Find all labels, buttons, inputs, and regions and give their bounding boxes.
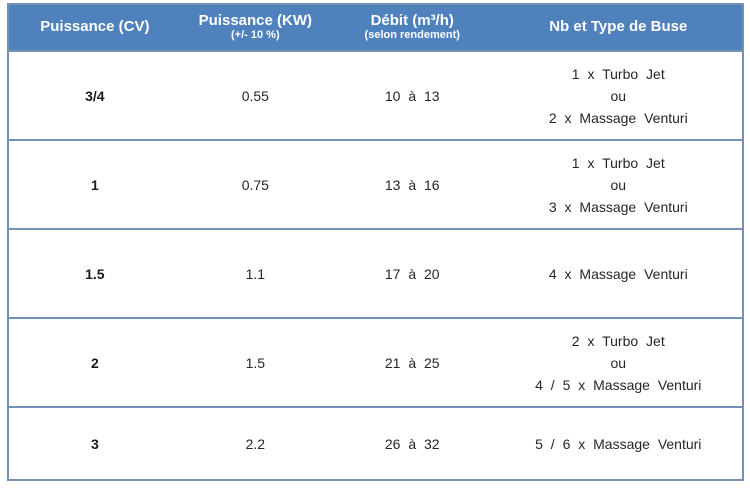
cell-puissance-cv: 3/4 xyxy=(8,50,181,140)
buse-line: 4 x Massage Venturi xyxy=(548,265,688,282)
table-row: 2 1.5 21 à 25 2 x Turbo Jet ou 4 / 5 x Massag… xyxy=(8,317,743,407)
cell-buses: 4 x Massage Venturi xyxy=(494,228,743,318)
buse-line: ou xyxy=(610,87,627,104)
cell-puissance-cv: 2 xyxy=(8,317,181,407)
column-header-nb-type-buse: Nb et Type de Buse xyxy=(494,4,743,52)
column-subtitle: (+/- 10 %) xyxy=(231,29,280,41)
buse-line: 2 x Massage Venturi xyxy=(548,109,688,126)
column-title: Nb et Type de Buse xyxy=(549,18,688,35)
table-row: 1 0.75 13 à 16 1 x Turbo Jet ou 3 x Massage V… xyxy=(8,139,743,229)
cell-puissance-kw: 0.75 xyxy=(180,139,330,229)
cell-debit: 10 à 13 xyxy=(329,50,495,140)
buse-line: 5 / 6 x Massage Venturi xyxy=(535,435,702,452)
cell-debit: 21 à 25 xyxy=(329,317,495,407)
table-row: 3 2.2 26 à 32 5 / 6 x Massage Venturi xyxy=(8,406,743,480)
buse-line: 1 x Turbo Jet xyxy=(571,154,665,171)
cell-puissance-kw: 1.5 xyxy=(180,317,330,407)
pump-spec-table: Puissance (CV) Puissance (KW) (+/- 10 %)… xyxy=(7,3,744,481)
column-title: Puissance (CV) xyxy=(40,18,150,35)
table-row: 3/4 0.55 10 à 13 1 x Turbo Jet ou 2 x Massage… xyxy=(8,50,743,140)
cell-debit: 13 à 16 xyxy=(329,139,495,229)
column-title: Puissance (KW) xyxy=(198,12,312,29)
cell-buses: 1 x Turbo Jet ou 3 x Massage Venturi xyxy=(494,139,743,229)
cell-debit: 17 à 20 xyxy=(329,228,495,318)
cell-buses: 5 / 6 x Massage Venturi xyxy=(494,406,743,480)
table-body: 3/4 0.55 10 à 13 1 x Turbo Jet ou 2 x Massage… xyxy=(8,50,743,480)
column-header-debit: Débit (m³/h) (selon rendement) xyxy=(329,4,495,52)
cell-buses: 2 x Turbo Jet ou 4 / 5 x Massage Venturi xyxy=(494,317,743,407)
column-title: Débit (m³/h) xyxy=(370,12,454,29)
header-row: Puissance (CV) Puissance (KW) (+/- 10 %)… xyxy=(8,4,743,52)
buse-line: 2 x Turbo Jet xyxy=(571,332,665,349)
buse-line: ou xyxy=(610,354,627,371)
cell-puissance-kw: 2.2 xyxy=(180,406,330,480)
buse-line: ou xyxy=(610,176,627,193)
cell-puissance-kw: 1.1 xyxy=(180,228,330,318)
column-header-puissance-cv: Puissance (CV) xyxy=(8,4,181,52)
buse-line: 3 x Massage Venturi xyxy=(548,198,688,215)
cell-puissance-cv: 1.5 xyxy=(8,228,181,318)
column-subtitle: (selon rendement) xyxy=(364,29,460,41)
cell-puissance-cv: 3 xyxy=(8,406,181,480)
cell-puissance-kw: 0.55 xyxy=(180,50,330,140)
table-header: Puissance (CV) Puissance (KW) (+/- 10 %)… xyxy=(8,4,743,52)
cell-puissance-cv: 1 xyxy=(8,139,181,229)
column-header-puissance-kw: Puissance (KW) (+/- 10 %) xyxy=(180,4,330,52)
table-row: 1.5 1.1 17 à 20 4 x Massage Venturi xyxy=(8,228,743,318)
cell-buses: 1 x Turbo Jet ou 2 x Massage Venturi xyxy=(494,50,743,140)
cell-debit: 26 à 32 xyxy=(329,406,495,480)
buse-line: 1 x Turbo Jet xyxy=(571,65,665,82)
buse-line: 4 / 5 x Massage Venturi xyxy=(535,376,702,393)
